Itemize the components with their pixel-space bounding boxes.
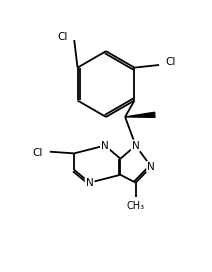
Text: Cl: Cl (166, 57, 176, 67)
Polygon shape (125, 112, 155, 117)
Text: Cl: Cl (32, 147, 42, 157)
Text: Cl: Cl (57, 32, 68, 42)
Text: CH₃: CH₃ (127, 201, 145, 211)
Text: N: N (147, 162, 155, 172)
Text: N: N (132, 141, 139, 150)
Text: N: N (86, 178, 93, 188)
Text: N: N (101, 141, 109, 150)
